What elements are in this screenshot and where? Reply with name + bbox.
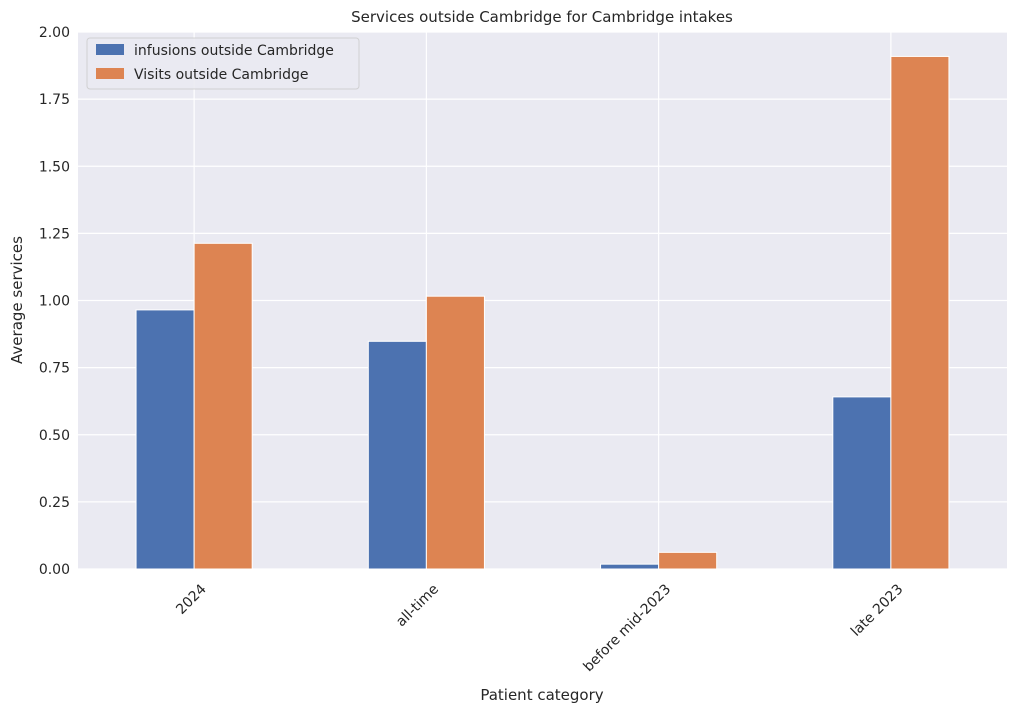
y-tick-label: 1.00: [39, 294, 70, 310]
bar-visits-2024: [193, 242, 253, 570]
y-tick-label: 1.75: [39, 92, 70, 108]
y-axis-title: Average services: [8, 236, 26, 364]
x-tick-label: 2024: [173, 581, 210, 618]
bar-visits-late-2023: [890, 55, 950, 570]
bar-infusions-late-2023: [832, 396, 892, 570]
legend-label-visits: Visits outside Cambridge: [134, 67, 309, 83]
y-tick-label: 0.50: [39, 428, 70, 444]
bar-infusions-2024: [135, 309, 195, 570]
bar-infusions-all-time: [367, 340, 427, 570]
bar-infusions-before-mid-2023: [600, 563, 660, 570]
y-tick-label: 0.75: [39, 361, 70, 377]
y-tick-label: 1.50: [39, 159, 70, 175]
y-tick-label: 0.00: [39, 562, 70, 578]
bars-group: [135, 55, 950, 570]
legend-box: [86, 37, 360, 90]
legend-swatch-infusions: [96, 44, 124, 55]
y-tick-label: 0.25: [39, 495, 70, 511]
x-tick-label: before mid-2023: [580, 581, 674, 675]
x-tick-label: late 2023: [848, 581, 906, 639]
legend-label-infusions: infusions outside Cambridge: [134, 43, 334, 59]
legend: infusions outside Cambridge Visits outsi…: [86, 37, 360, 90]
bar-visits-all-time: [425, 295, 485, 570]
x-tick-labels: 2024 all-time before mid-2023 late 2023: [173, 581, 906, 675]
x-axis-title: Patient category: [480, 686, 603, 704]
y-tick-label: 2.00: [39, 25, 70, 41]
y-tick-labels: 0.00 0.25 0.50 0.75 1.00 1.25 1.50 1.75 2.00: [39, 25, 70, 578]
chart-title: Services outside Cambridge for Cambridge…: [351, 8, 733, 26]
bar-visits-before-mid-2023: [658, 551, 718, 570]
x-tick-label: all-time: [393, 581, 442, 630]
legend-swatch-visits: [96, 68, 124, 79]
y-tick-label: 1.25: [39, 226, 70, 242]
